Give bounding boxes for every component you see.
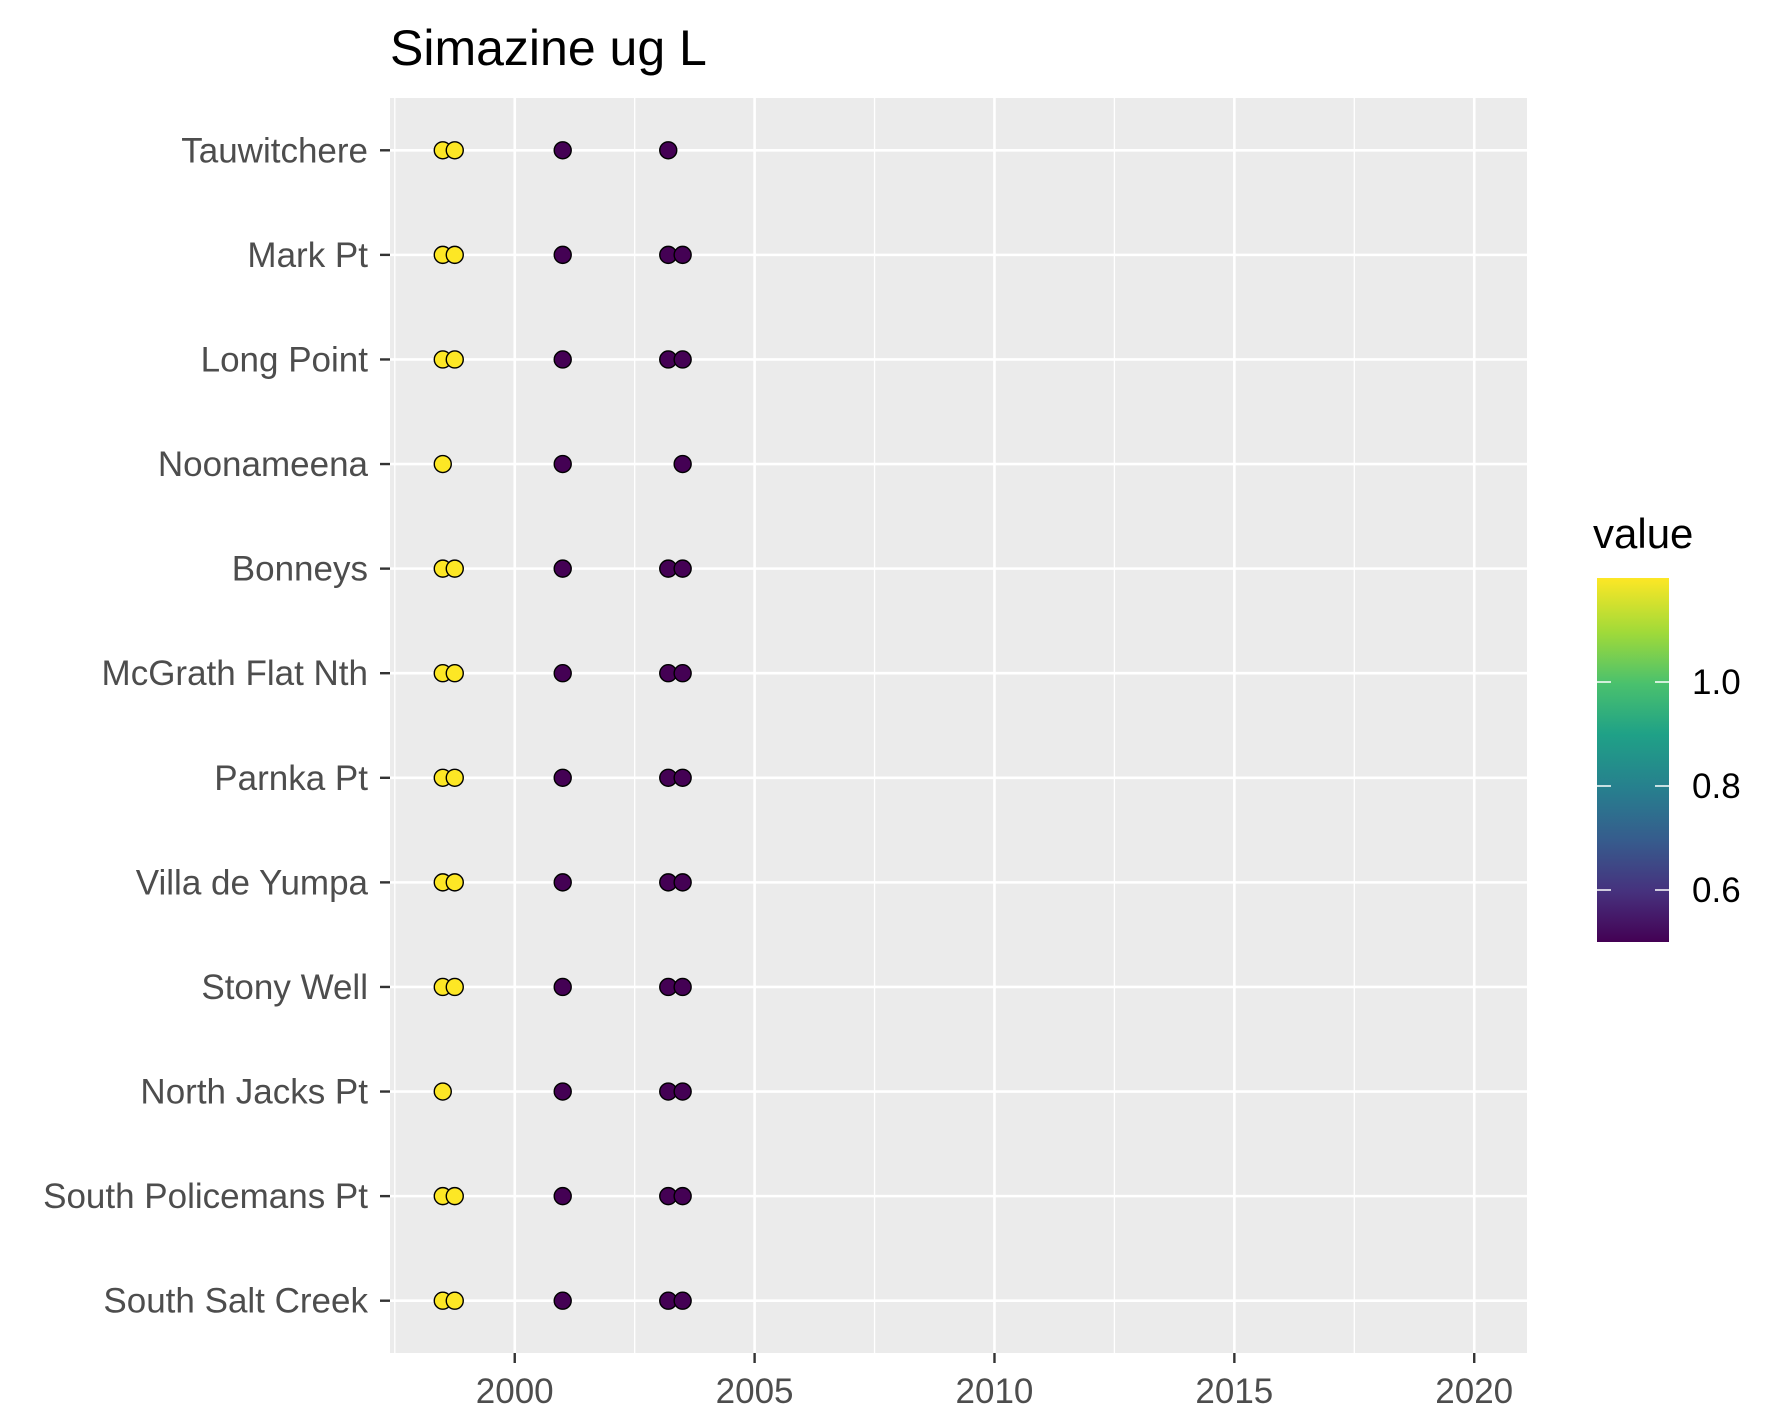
legend-tick-label: 0.6 [1692,871,1741,910]
data-point [553,454,572,474]
data-point [673,1291,692,1310]
data-point [553,664,572,683]
data-point [445,245,464,265]
data-point [553,873,572,892]
data-points [433,141,692,1310]
data-point [553,1186,572,1206]
data-point [673,873,692,892]
data-point [445,873,464,892]
y-tick-label: Noonameena [158,445,369,484]
data-point [553,977,572,997]
data-point [673,245,692,265]
legend-tick-label: 1.0 [1692,663,1741,702]
y-axis: Tauwitchere Mark Pt Long Point Noonameena Bo… [43,131,390,1321]
legend: value 1.0 0.8 0.6 [1593,510,1741,942]
y-tick-label: Tauwitchere [181,131,368,170]
x-axis: 2000 2005 2010 2015 2020 [476,1353,1513,1411]
y-tick-label: Parnka Pt [214,759,368,798]
data-point [553,1082,572,1101]
y-tick-label: Stony Well [201,968,368,1007]
data-point [445,1186,464,1206]
y-tick-label: North Jacks Pt [140,1073,368,1112]
legend-ticks: 1.0 0.8 0.6 [1597,663,1741,910]
data-point [445,768,464,787]
data-point [433,454,452,474]
data-point [673,977,692,997]
chart-title: Simazine ug L [390,20,707,76]
data-point [553,245,572,265]
data-point [673,768,692,787]
grid-major [390,98,1527,1353]
data-point [553,559,572,578]
x-tick-label: 2010 [956,1372,1034,1411]
legend-title: value [1593,510,1693,557]
data-point [659,141,678,160]
data-point [445,350,464,369]
y-tick-label: Villa de Yumpa [136,863,369,902]
data-point [673,559,692,578]
y-tick-label: Long Point [201,340,369,379]
y-tick-label: McGrath Flat Nth [102,654,368,693]
data-point [553,1291,572,1310]
data-point [433,1082,452,1101]
y-tick-label: South Salt Creek [103,1282,368,1321]
data-point [673,664,692,683]
y-tick-label: Bonneys [232,550,368,589]
data-point [445,559,464,578]
data-point [553,768,572,787]
data-point [445,977,464,997]
x-tick-label: 2020 [1435,1372,1513,1411]
data-point [445,664,464,683]
data-point [445,1291,464,1310]
data-point [553,350,572,369]
x-tick-label: 2000 [476,1372,554,1411]
legend-tick-label: 0.8 [1692,767,1741,806]
data-point [553,141,572,160]
grid-minor [394,98,1355,1353]
x-tick-label: 2015 [1195,1372,1273,1411]
data-point [673,454,692,474]
x-tick-label: 2005 [716,1372,794,1411]
y-tick-label: Mark Pt [247,236,368,275]
data-point [673,1082,692,1101]
data-point [445,141,464,160]
data-point [673,1186,692,1206]
data-point [673,350,692,369]
plot-panel [390,98,1527,1353]
y-tick-label: South Policemans Pt [43,1177,368,1216]
colorbar [1597,578,1669,942]
